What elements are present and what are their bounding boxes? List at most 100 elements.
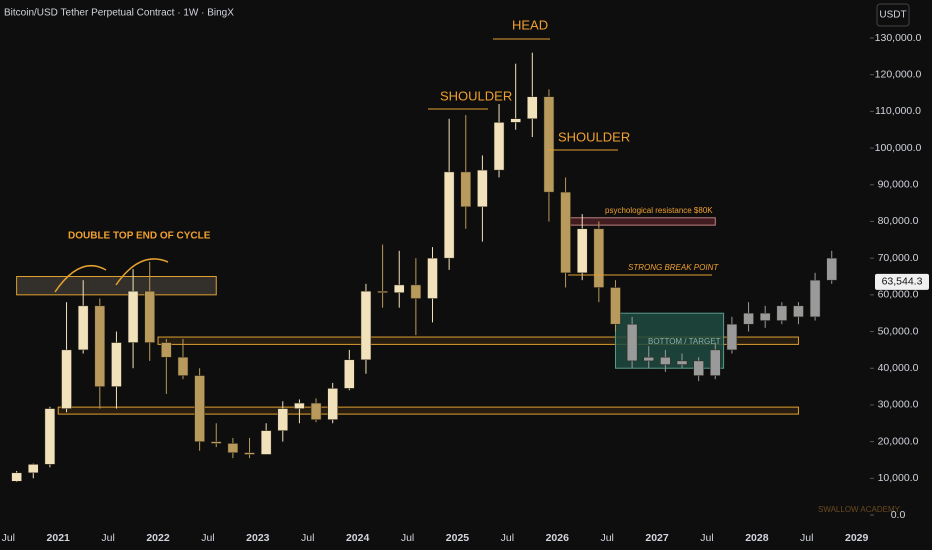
- annotation: STRONG BREAK POINT: [628, 263, 719, 272]
- y-tick-label: 50,000.0: [878, 325, 919, 337]
- candle-body: [510, 118, 521, 123]
- candle-body: [610, 287, 621, 325]
- candle-body: [660, 356, 671, 365]
- candle-body: [327, 388, 338, 420]
- x-tick-label: 2024: [346, 532, 370, 544]
- x-tick-label: Jul: [700, 532, 713, 544]
- x-tick-label: Jul: [600, 532, 613, 544]
- candle-body: [144, 290, 155, 343]
- y-tick-label: 110,000.0: [875, 105, 921, 117]
- y-tick-label: 40,000.0: [878, 362, 919, 374]
- candle-body: [743, 312, 754, 325]
- candle-body: [826, 257, 837, 281]
- candle-body: [11, 472, 22, 482]
- zone: [57, 406, 799, 415]
- candle-body: [560, 191, 571, 274]
- candle-body: [443, 171, 455, 259]
- currency[interactable]: USDT: [879, 10, 906, 21]
- candle-body: [493, 122, 505, 171]
- candle-body: [127, 290, 139, 343]
- x-tick-label: 2025: [446, 532, 470, 544]
- candle-body: [527, 96, 538, 119]
- candle-body: [377, 290, 388, 293]
- x-tick-label: Jul: [401, 532, 414, 544]
- currency-box[interactable]: [876, 3, 910, 27]
- y-tick-label: 20,000.0: [878, 435, 919, 447]
- candle-body: [460, 171, 472, 208]
- y-tick-label: 70,000.0: [878, 252, 919, 264]
- x-tick-label: Jul: [101, 532, 114, 544]
- candle-body: [77, 305, 89, 351]
- annotation: psychological resistance $80K: [605, 206, 713, 215]
- x-tick-label: Jul: [301, 532, 314, 544]
- candle-body: [227, 443, 239, 453]
- candle-body: [94, 305, 106, 387]
- candle-body: [643, 356, 654, 362]
- candle-body: [393, 284, 405, 293]
- arc: [54, 258, 169, 293]
- chart-title: Bitcoin/USD Tether Perpetual Contract · …: [4, 8, 234, 19]
- candle-body: [710, 349, 721, 376]
- x-tick-label: Jul: [501, 532, 514, 544]
- candle-body: [28, 464, 39, 474]
- candle-body: [726, 323, 738, 351]
- x-tick-label: Jul: [201, 532, 214, 544]
- candle-body: [44, 408, 56, 465]
- y-tick-label: 100,000.0: [875, 142, 922, 154]
- last-price-box: [875, 273, 929, 290]
- watermark: SWALLOW ACADEMY: [818, 505, 901, 514]
- candle-body: [211, 441, 222, 444]
- candle-body: [543, 96, 555, 193]
- y-tick-label: 90,000.0: [878, 179, 919, 191]
- candle-body: [194, 375, 205, 442]
- candle-body: [776, 305, 788, 321]
- annotation: BOTTOM / TARGET: [648, 337, 721, 346]
- annotation: SHOULDER: [440, 88, 512, 103]
- annotation: HEAD: [512, 17, 548, 32]
- y-tick-label: 0.0: [891, 509, 906, 521]
- candle-body: [344, 359, 355, 389]
- x-tick-label: 2026: [546, 532, 570, 544]
- x-tick-label: Jul: [2, 532, 15, 544]
- candle-body: [626, 323, 638, 362]
- last-price-label: 63,544.3: [882, 276, 923, 288]
- candle-body: [676, 360, 688, 365]
- annotation: DOUBLE TOP END OF CYCLE: [68, 231, 211, 242]
- x-tick-label: 2023: [246, 532, 270, 544]
- annotation: SHOULDER: [558, 129, 630, 144]
- candle-body: [61, 349, 72, 409]
- candle-body: [576, 228, 588, 274]
- x-tick-label: 2028: [745, 532, 769, 544]
- candle-body: [360, 290, 372, 361]
- candle-body: [593, 228, 605, 288]
- candle-body: [260, 430, 272, 455]
- candle-body: [244, 452, 255, 455]
- candle-body: [111, 342, 122, 387]
- y-tick-label: 130,000.0: [875, 32, 922, 44]
- candle-body: [177, 356, 189, 376]
- candle-body: [693, 360, 704, 376]
- candle-body: [410, 284, 422, 299]
- candle-body: [161, 342, 172, 358]
- candle-body: [477, 169, 488, 208]
- candle-body: [793, 305, 804, 318]
- x-tick-label: 2029: [845, 532, 869, 544]
- candle-body: [759, 312, 771, 321]
- candle-body: [809, 279, 821, 318]
- zone: [16, 276, 217, 296]
- y-tick-label: 80,000.0: [878, 215, 919, 227]
- candle-body: [294, 402, 305, 409]
- candle-body: [427, 257, 438, 299]
- y-tick-label: 60,000.0: [878, 289, 919, 301]
- x-tick-label: 2021: [47, 532, 71, 544]
- x-tick-label: 2022: [146, 532, 170, 544]
- x-tick-label: 2027: [645, 532, 669, 544]
- y-tick-label: 10,000.0: [878, 472, 919, 484]
- x-tick-label: Jul: [800, 532, 813, 544]
- zone: [565, 217, 716, 226]
- zone: [157, 336, 799, 345]
- y-tick-label: 30,000.0: [878, 399, 919, 411]
- y-tick-label: 120,000.0: [875, 68, 922, 80]
